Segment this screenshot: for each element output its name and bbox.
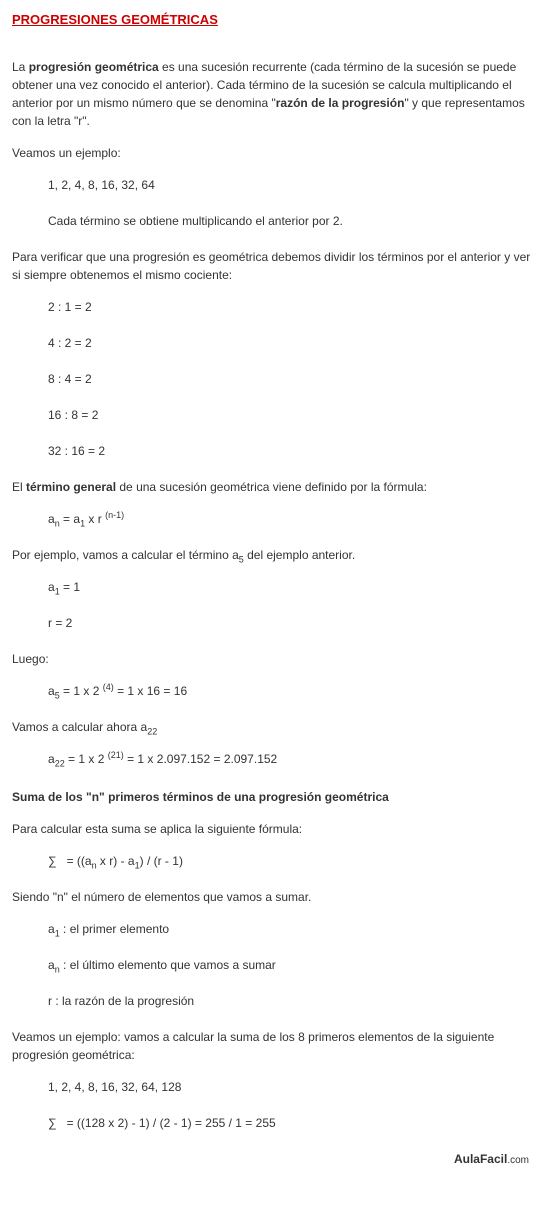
sum-example-calc: ∑ = ((128 x 2) - 1) / (2 - 1) = 255 / 1 … xyxy=(12,1114,533,1132)
sum-example-text: Veamos un ejemplo: vamos a calcular la s… xyxy=(12,1028,533,1064)
a5-calc: a5 = 1 x 2 (4) = 1 x 16 = 16 xyxy=(12,682,533,700)
txt: = a xyxy=(60,512,80,526)
sum-formula: ∑ = ((an x r) - a1) / (r - 1) xyxy=(12,852,533,870)
txt: x r) - a xyxy=(97,854,135,868)
txt: = 1 x 2 xyxy=(65,752,108,766)
brand-domain: .com xyxy=(507,1155,529,1166)
txt: La xyxy=(12,60,29,74)
general-term-text: El término general de una sucesión geomé… xyxy=(12,478,533,496)
subscript: 22 xyxy=(147,726,157,736)
txt: x r xyxy=(85,512,105,526)
general-formula: an = a1 x r (n-1) xyxy=(12,510,533,528)
txt: a xyxy=(48,752,55,766)
ratio-line: 16 : 8 = 2 xyxy=(12,406,533,424)
intro-paragraph: La progresión geométrica es una sucesión… xyxy=(12,58,533,130)
brand-name: AulaFacil xyxy=(454,1152,507,1166)
r-value: r = 2 xyxy=(12,614,533,632)
term-razon: razón de la progresión xyxy=(276,96,405,110)
txt: a xyxy=(48,512,55,526)
footer-brand: AulaFacil.com xyxy=(12,1150,533,1168)
txt: = 1 x 16 = 16 xyxy=(114,684,187,698)
txt: a xyxy=(48,580,55,594)
sigma-icon: ∑ xyxy=(48,854,57,868)
calc-a22-intro: Vamos a calcular ahora a22 xyxy=(12,718,533,736)
ratio-line: 8 : 4 = 2 xyxy=(12,370,533,388)
subscript: 22 xyxy=(55,758,65,768)
txt: = 1 x 2.097.152 = 2.097.152 xyxy=(124,752,277,766)
txt: : el último elemento que vamos a sumar xyxy=(60,958,276,972)
txt: a xyxy=(48,684,55,698)
def-a1: a1 : el primer elemento xyxy=(12,920,533,938)
sum-example-seq: 1, 2, 4, 8, 16, 32, 64, 128 xyxy=(12,1078,533,1096)
a22-calc: a22 = 1 x 2 (21) = 1 x 2.097.152 = 2.097… xyxy=(12,750,533,768)
txt: de una sucesión geométrica viene definid… xyxy=(116,480,427,494)
sum-n-text: Siendo "n" el número de elementos que va… xyxy=(12,888,533,906)
calc-a5-intro: Por ejemplo, vamos a calcular el término… xyxy=(12,546,533,564)
txt: = 1 xyxy=(60,580,80,594)
txt: Vamos a calcular ahora a xyxy=(12,720,147,734)
page-title: PROGRESIONES GEOMÉTRICAS xyxy=(12,10,533,30)
txt: = 1 x 2 xyxy=(60,684,103,698)
example-sequence: 1, 2, 4, 8, 16, 32, 64 xyxy=(12,176,533,194)
ratio-line: 4 : 2 = 2 xyxy=(12,334,533,352)
txt: El xyxy=(12,480,26,494)
example-note: Cada término se obtiene multiplicando el… xyxy=(12,212,533,230)
txt: = ((a xyxy=(57,854,92,868)
sum-section-title: Suma de los "n" primeros términos de una… xyxy=(12,788,533,806)
def-an: an : el último elemento que vamos a suma… xyxy=(12,956,533,974)
def-r: r : la razón de la progresión xyxy=(12,992,533,1010)
a1-value: a1 = 1 xyxy=(12,578,533,596)
superscript: (21) xyxy=(108,750,124,760)
txt: Por ejemplo, vamos a calcular el término… xyxy=(12,548,239,562)
sum-intro: Para calcular esta suma se aplica la sig… xyxy=(12,820,533,838)
superscript: (4) xyxy=(103,682,114,692)
example-label: Veamos un ejemplo: xyxy=(12,144,533,162)
term-progresion: progresión geométrica xyxy=(29,60,159,74)
txt: : el primer elemento xyxy=(60,922,169,936)
ratio-line: 2 : 1 = 2 xyxy=(12,298,533,316)
txt: a xyxy=(48,958,55,972)
sigma-icon: ∑ xyxy=(48,1116,57,1130)
ratio-line: 32 : 16 = 2 xyxy=(12,442,533,460)
txt: = ((128 x 2) - 1) / (2 - 1) = 255 / 1 = … xyxy=(57,1116,276,1130)
txt: ) / (r - 1) xyxy=(140,854,183,868)
txt: del ejemplo anterior. xyxy=(244,548,355,562)
superscript: (n-1) xyxy=(105,510,124,520)
luego-label: Luego: xyxy=(12,650,533,668)
txt: a xyxy=(48,922,55,936)
term-general: término general xyxy=(26,480,116,494)
verify-text: Para verificar que una progresión es geo… xyxy=(12,248,533,284)
